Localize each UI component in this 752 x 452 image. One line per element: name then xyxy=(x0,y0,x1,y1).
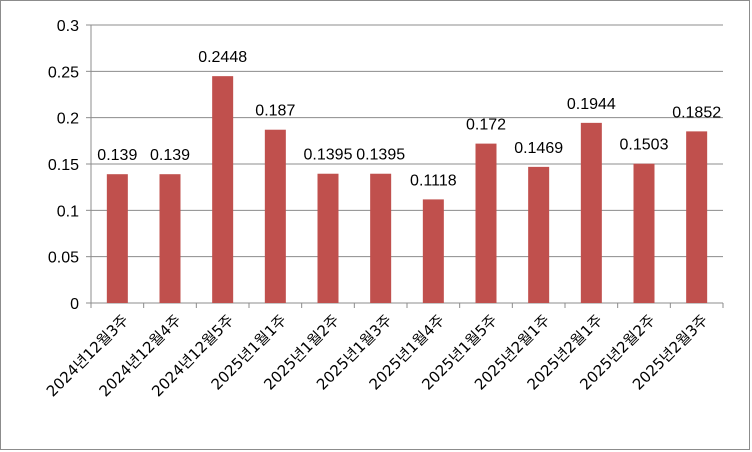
axes xyxy=(86,24,724,308)
bar xyxy=(422,199,444,303)
data-label: 0.172 xyxy=(466,117,506,134)
bar xyxy=(686,131,708,303)
bar xyxy=(370,173,392,303)
data-label: 0.1395 xyxy=(356,147,405,164)
data-labels: 0.139 0.139 0.2448 0.187 0.1395 0.1395 0.1118 0… xyxy=(97,49,721,189)
y-tick-label: 0 xyxy=(70,296,79,313)
x-tick-labels: 2024년12월3주2024년12월4주2024년12월5주2025년1월1주2… xyxy=(43,311,712,400)
bar xyxy=(580,122,602,303)
data-label: 0.139 xyxy=(97,147,137,164)
data-label: 0.187 xyxy=(255,103,295,120)
bar xyxy=(212,76,234,303)
y-tick-label: 0.15 xyxy=(48,157,79,174)
y-tick-label: 0.05 xyxy=(48,250,79,267)
bar xyxy=(475,143,497,303)
bar xyxy=(633,163,655,303)
y-tick-label: 0.3 xyxy=(57,18,79,35)
y-tick-label: 0.1 xyxy=(57,203,79,220)
bar xyxy=(528,166,550,303)
y-tick-labels: 0 0.05 0.1 0.15 0.2 0.25 0.3 xyxy=(48,18,79,313)
bar xyxy=(264,129,286,303)
data-label: 0.1118 xyxy=(410,172,457,189)
y-tick-label: 0.2 xyxy=(57,111,79,128)
data-label: 0.139 xyxy=(150,147,190,164)
data-label: 0.2448 xyxy=(198,49,247,66)
data-label: 0.1852 xyxy=(672,104,721,121)
bar xyxy=(159,174,181,303)
data-label: 0.1469 xyxy=(514,140,563,157)
bars xyxy=(106,76,708,303)
grid-lines xyxy=(91,24,723,258)
data-label: 0.1944 xyxy=(567,96,616,113)
y-tick-label: 0.25 xyxy=(48,64,79,81)
data-label: 0.1395 xyxy=(304,147,353,164)
bar xyxy=(106,174,128,303)
bar xyxy=(317,173,339,303)
data-label: 0.1503 xyxy=(620,137,669,154)
